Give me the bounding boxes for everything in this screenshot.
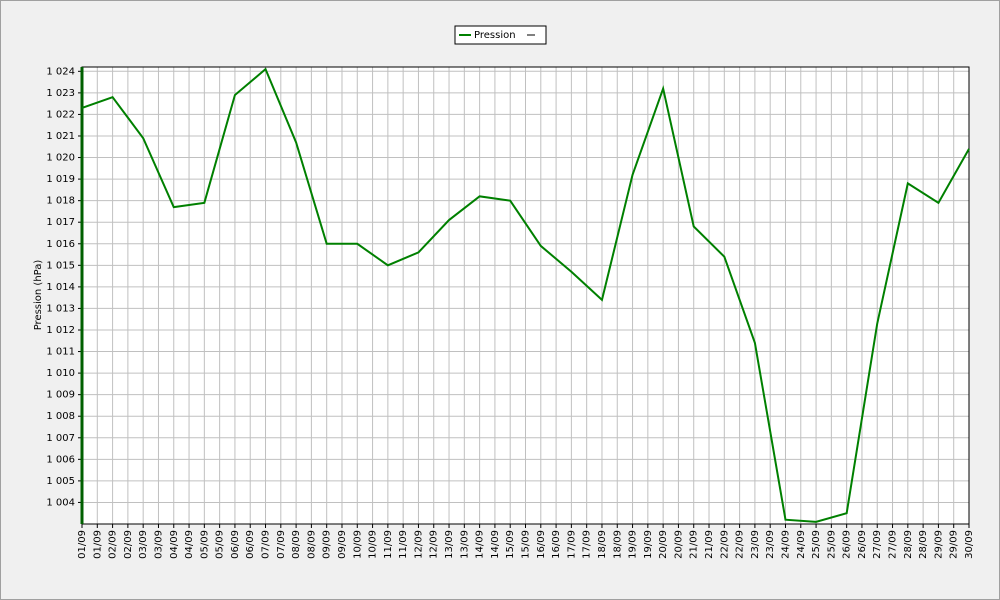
y-tick-label: 1 015 <box>46 260 75 271</box>
y-tick-label: 1 008 <box>46 411 75 422</box>
x-tick-label: 05/09 <box>199 530 210 559</box>
y-tick-label: 1 019 <box>46 174 75 185</box>
y-tick-label: 1 017 <box>46 217 75 228</box>
x-tick-label: 15/09 <box>505 530 516 559</box>
x-tick-label: 21/09 <box>704 530 715 559</box>
x-tick-label: 12/09 <box>429 530 440 559</box>
x-tick-label: 19/09 <box>643 530 654 559</box>
y-tick-label: 1 020 <box>46 153 75 164</box>
x-tick-label: 01/09 <box>77 530 88 559</box>
x-tick-label: 03/09 <box>138 530 149 559</box>
x-tick-label: 11/09 <box>398 530 409 559</box>
x-tick-label: 06/09 <box>245 530 256 559</box>
x-tick-label: 04/09 <box>184 530 195 559</box>
x-tick-label: 01/09 <box>92 530 103 559</box>
x-tick-label: 10/09 <box>352 530 363 559</box>
x-tick-label: 26/09 <box>857 530 868 559</box>
y-tick-label: 1 009 <box>46 390 75 401</box>
y-axis-label: Pression (hPa) <box>33 260 44 331</box>
x-tick-label: 13/09 <box>444 530 455 559</box>
x-tick-label: 10/09 <box>368 530 379 559</box>
x-tick-label: 08/09 <box>306 530 317 559</box>
x-tick-label: 02/09 <box>108 530 119 559</box>
x-tick-label: 29/09 <box>933 530 944 559</box>
x-tick-label: 14/09 <box>490 530 501 559</box>
x-tick-label: 15/09 <box>521 530 532 559</box>
legend-label: Pression <box>474 30 516 41</box>
x-tick-label: 23/09 <box>750 530 761 559</box>
y-tick-label: 1 014 <box>46 282 75 293</box>
x-tick-label: 03/09 <box>153 530 164 559</box>
legend-box <box>454 25 547 45</box>
x-tick-label: 29/09 <box>949 530 960 559</box>
x-tick-label: 23/09 <box>765 530 776 559</box>
x-tick-label: 11/09 <box>383 530 394 559</box>
y-tick-label: 1 005 <box>46 476 75 487</box>
x-tick-label: 04/09 <box>169 530 180 559</box>
y-tick-label: 1 024 <box>46 66 75 77</box>
x-tick-label: 06/09 <box>230 530 241 559</box>
x-tick-label: 17/09 <box>566 530 577 559</box>
x-tick-label: 18/09 <box>612 530 623 559</box>
x-tick-label: 09/09 <box>322 530 333 559</box>
y-tick-label: 1 021 <box>46 131 75 142</box>
x-tick-label: 02/09 <box>123 530 134 559</box>
x-tick-label: 07/09 <box>261 530 272 559</box>
x-tick-label: 19/09 <box>628 530 639 559</box>
x-tick-label: 26/09 <box>842 530 853 559</box>
y-tick-label: 1 023 <box>46 88 75 99</box>
y-tick-label: 1 016 <box>46 239 75 250</box>
x-tick-label: 16/09 <box>551 530 562 559</box>
data-line <box>81 67 970 523</box>
x-tick-label: 28/09 <box>903 530 914 559</box>
x-tick-label: 24/09 <box>780 530 791 559</box>
x-tick-label: 25/09 <box>826 530 837 559</box>
x-tick-label: 08/09 <box>291 530 302 559</box>
x-tick-label: 16/09 <box>536 530 547 559</box>
x-tick-label: 22/09 <box>719 530 730 559</box>
y-tick-label: 1 012 <box>46 325 75 336</box>
y-tick-label: 1 010 <box>46 368 75 379</box>
x-tick-label: 27/09 <box>872 530 883 559</box>
x-tick-label: 12/09 <box>413 530 424 559</box>
x-tick-label: 22/09 <box>735 530 746 559</box>
x-tick-label: 13/09 <box>459 530 470 559</box>
x-tick-label: 24/09 <box>796 530 807 559</box>
y-tick-label: 1 013 <box>46 303 75 314</box>
y-tick-label: 1 004 <box>46 497 75 508</box>
x-tick-label: 20/09 <box>673 530 684 559</box>
x-tick-label: 09/09 <box>337 530 348 559</box>
x-tick-label: 07/09 <box>276 530 287 559</box>
y-tick-label: 1 011 <box>46 347 75 358</box>
y-tick-label: 1 022 <box>46 109 75 120</box>
y-tick-label: 1 007 <box>46 433 75 444</box>
y-tick-label: 1 018 <box>46 196 75 207</box>
x-tick-label: 20/09 <box>658 530 669 559</box>
x-tick-label: 27/09 <box>888 530 899 559</box>
x-tick-label: 05/09 <box>215 530 226 559</box>
x-tick-label: 17/09 <box>582 530 593 559</box>
y-tick-label: 1 006 <box>46 454 75 465</box>
x-tick-label: 14/09 <box>475 530 486 559</box>
x-tick-label: 18/09 <box>597 530 608 559</box>
x-tick-label: 21/09 <box>689 530 700 559</box>
x-tick-label: 28/09 <box>918 530 929 559</box>
x-tick-label: 25/09 <box>811 530 822 559</box>
x-tick-label: 30/09 <box>964 530 975 559</box>
